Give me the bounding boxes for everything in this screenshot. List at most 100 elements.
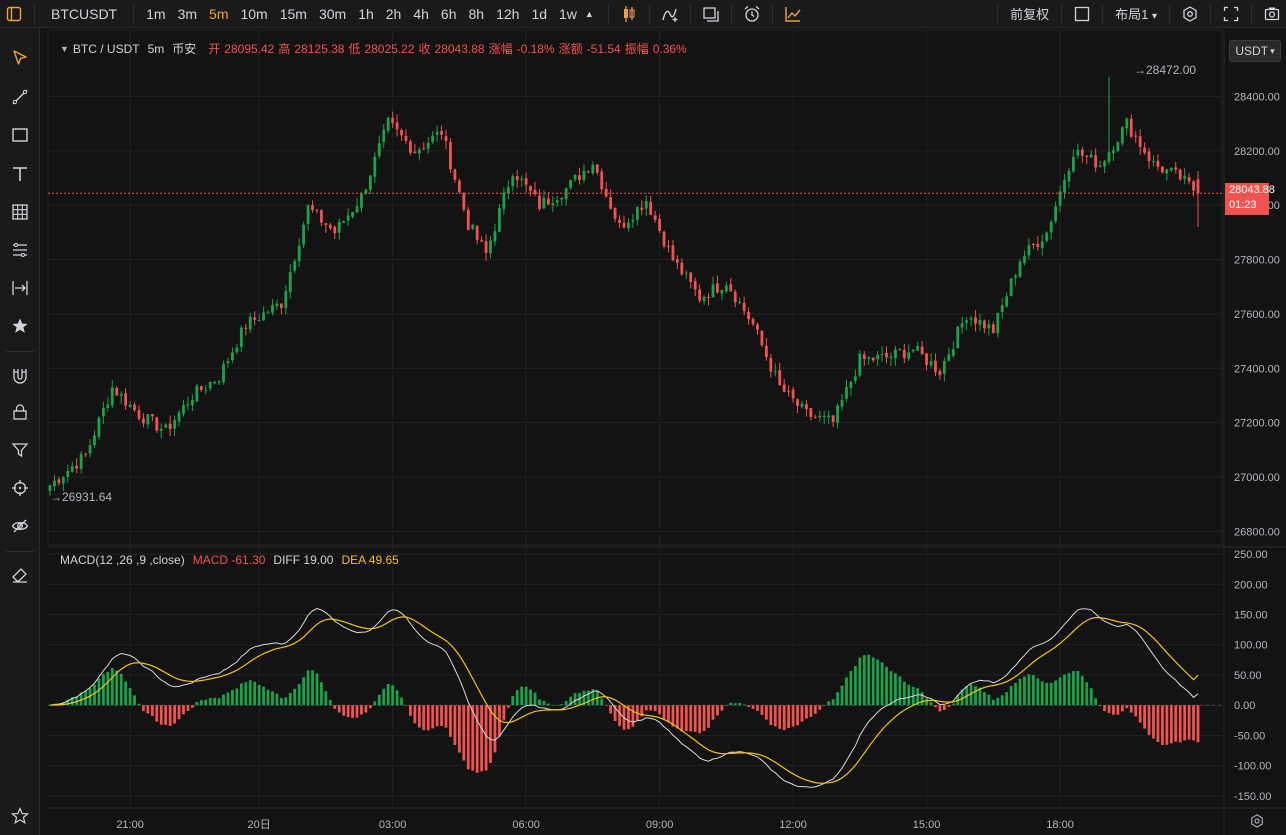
candle — [555, 196, 559, 207]
star-icon[interactable] — [8, 314, 32, 338]
candle — [853, 369, 857, 384]
currency-button[interactable]: USDT ▾ — [1229, 40, 1281, 62]
cursor-icon[interactable] — [8, 46, 32, 70]
macd-histogram-bar — [546, 703, 550, 706]
candle — [440, 125, 443, 140]
macd-legend-name[interactable]: MACD(12 ,26 ,9 ,close) — [60, 553, 185, 567]
candle — [578, 167, 581, 185]
grid-tool-icon[interactable] — [8, 200, 32, 224]
filter-icon[interactable] — [8, 438, 32, 462]
macd-histogram-bar — [1063, 674, 1066, 706]
candle — [493, 223, 497, 246]
interval-6h[interactable]: 6h — [440, 5, 457, 22]
candle-body — [88, 445, 92, 454]
price-tick-label: 27200.00 — [1234, 418, 1280, 430]
settings-icon[interactable] — [1176, 0, 1204, 28]
candle — [524, 172, 528, 193]
replay-chart-icon[interactable] — [779, 0, 807, 28]
candle — [48, 484, 52, 496]
candle-body — [733, 291, 737, 303]
magnet-icon[interactable] — [8, 364, 32, 388]
divider — [6, 551, 34, 552]
interval-3m[interactable]: 3m — [177, 5, 198, 22]
candle — [907, 344, 911, 361]
price-adjust-button[interactable]: 前复权 — [1010, 7, 1050, 22]
candle-body — [297, 245, 301, 262]
trend-line-icon[interactable] — [8, 85, 32, 109]
rectangle-icon[interactable] — [8, 123, 32, 147]
interval-8h[interactable]: 8h — [468, 5, 485, 22]
price-tick-label: 27600.00 — [1234, 309, 1280, 321]
candle-body — [533, 189, 537, 195]
measure-icon[interactable] — [8, 276, 32, 300]
sidebar-toggle-icon[interactable] — [0, 0, 28, 28]
candle-body — [1049, 222, 1053, 233]
candle — [466, 206, 470, 231]
compare-icon[interactable] — [697, 0, 725, 28]
alarm-icon[interactable] — [738, 0, 766, 28]
macd-legend-dea: DEA 49.65 — [341, 553, 399, 567]
macd-histogram-bar — [93, 684, 96, 706]
layout-dropdown[interactable]: 布局1 ▾ — [1109, 4, 1163, 23]
macd-histogram-bar — [871, 657, 875, 706]
interval-more-icon[interactable]: ▲ — [584, 8, 594, 19]
crosshair-icon[interactable] — [8, 476, 32, 500]
divider — [689, 3, 691, 24]
legend-amp-label: 振幅 — [624, 42, 649, 56]
interval-1d[interactable]: 1d — [531, 5, 548, 22]
lock-icon[interactable] — [8, 400, 32, 424]
macd-histogram-bar — [199, 700, 203, 706]
interval-1m[interactable]: 1m — [146, 5, 166, 22]
interval-5m[interactable]: 5m — [209, 5, 229, 22]
interval-30m[interactable]: 30m — [318, 5, 347, 22]
candle-body — [1103, 161, 1106, 167]
candle-body — [146, 413, 150, 425]
interval-1w[interactable]: 1w — [559, 5, 577, 22]
candle-body — [498, 207, 501, 232]
time-axis[interactable]: 21:00 20日 03:00 06:00 09:00 12:00 15:00 18:00 — [116, 819, 1074, 831]
interval-1h[interactable]: 1h — [358, 5, 374, 22]
candle-type-icon[interactable] — [615, 0, 643, 28]
favorite-star-icon[interactable] — [8, 804, 32, 828]
candle-body — [489, 240, 492, 254]
candle-body — [538, 195, 541, 209]
screenshot-icon[interactable] — [1258, 0, 1286, 28]
interval-4h[interactable]: 4h — [413, 5, 429, 22]
candle-body — [315, 209, 319, 211]
candle — [991, 321, 995, 334]
interval-10m[interactable]: 10m — [240, 5, 268, 22]
candle — [1000, 297, 1004, 319]
eraser-icon[interactable] — [8, 563, 32, 587]
hide-drawings-icon[interactable] — [8, 514, 32, 538]
collapse-chevron-icon[interactable]: ▼ — [60, 43, 69, 54]
interval-12h[interactable]: 12h — [496, 5, 520, 22]
interval-15m[interactable]: 15m — [279, 5, 307, 22]
candle — [164, 423, 168, 428]
candle-body — [1054, 206, 1058, 222]
candle-body — [97, 417, 101, 437]
text-tool-icon[interactable] — [8, 162, 32, 186]
fullscreen-box-icon[interactable] — [1068, 0, 1096, 28]
legend-pair[interactable]: BTC / USDT — [72, 41, 140, 56]
fib-retracement-icon[interactable] — [8, 238, 32, 262]
time-tick-label: 12:00 — [779, 819, 807, 831]
macd-histogram-bar — [1152, 705, 1155, 739]
macd-histogram-bar — [653, 705, 657, 712]
axis-settings-icon[interactable] — [1250, 814, 1264, 828]
candle — [182, 399, 185, 417]
candle — [809, 407, 813, 421]
interval-2h[interactable]: 2h — [385, 5, 402, 22]
candle — [1023, 250, 1026, 266]
fullscreen-icon[interactable] — [1217, 0, 1245, 28]
candle-body — [1080, 149, 1084, 156]
candle — [475, 225, 479, 245]
candle — [1183, 168, 1187, 185]
candle-body — [61, 477, 65, 484]
symbol-name[interactable]: BTCUSDT — [51, 5, 118, 22]
indicator-icon[interactable] — [656, 0, 684, 28]
macd-histogram-bar — [1120, 705, 1124, 712]
macd-histogram-bar — [66, 699, 70, 706]
candle — [484, 234, 488, 261]
candle — [373, 152, 377, 183]
